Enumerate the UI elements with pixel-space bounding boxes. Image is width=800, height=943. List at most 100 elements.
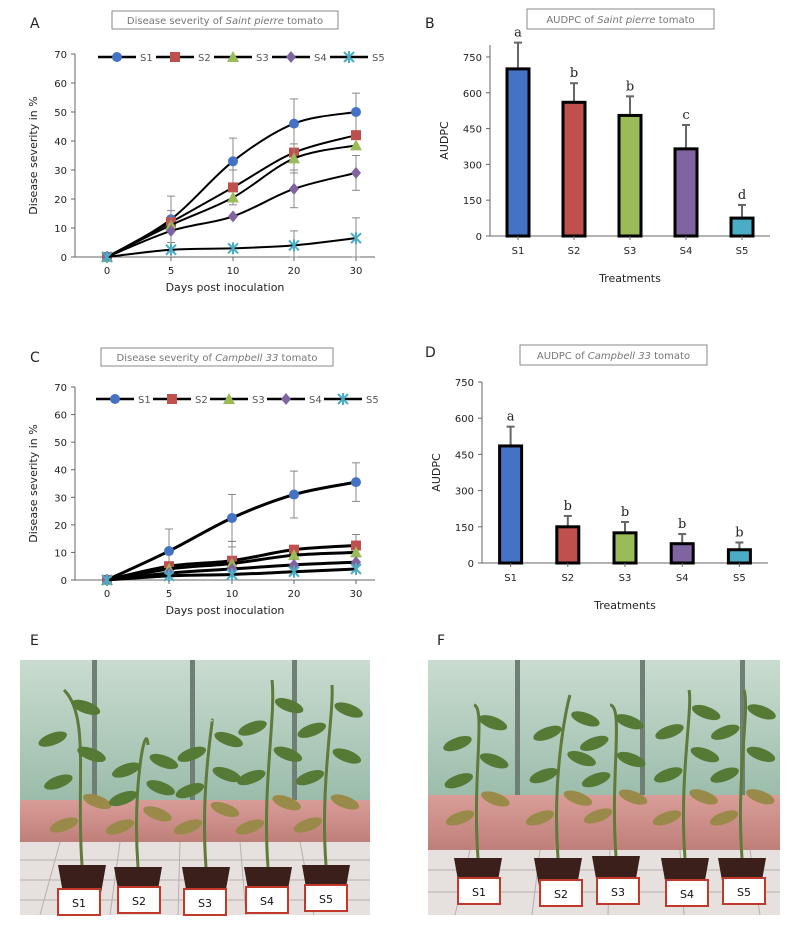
chart-b-y-axis-label: AUDPC: [438, 121, 451, 160]
chart-a-y-tick-label: 0: [61, 253, 67, 264]
plant-leaf: [38, 731, 67, 747]
chart-c-title: Disease severity of Campbell 33 tomato: [117, 353, 318, 364]
plant-leaf: [583, 808, 613, 824]
plant-leaf: [112, 762, 141, 778]
chart-b-title: AUDPC of Saint pierre tomato: [546, 15, 694, 26]
chart-a-disease-severity-saint-pierre: Disease severity of Saint pierre tomato 0…: [27, 10, 385, 294]
chart-a-series-s5: [101, 217, 362, 263]
pot-label-box-f-1: [457, 877, 501, 905]
plant-stem: [473, 703, 481, 859]
chart-d-bar-s4: [669, 542, 695, 565]
chart-c-x-tick-label: 5: [166, 589, 172, 600]
chart-b-y-tick-label: 300: [463, 160, 482, 171]
plant-pot: [58, 865, 106, 893]
chart-a-x-tick-label: 10: [227, 266, 240, 277]
chart-d-x-axis-label: Treatments: [593, 599, 656, 612]
chart-b-x-tick-label: S4: [680, 246, 693, 257]
plant-leaf: [655, 724, 684, 740]
chart-d-y-tick-label: 150: [455, 523, 474, 534]
panel-letter-b: B: [425, 16, 435, 32]
chart-c-legend-label: S3: [252, 395, 265, 406]
chart-c-y-axis-label: Disease severity in %: [27, 424, 40, 542]
plant-leaf: [689, 789, 718, 805]
pot-label-e-4: S4: [260, 895, 274, 908]
plant-leaf: [334, 702, 363, 718]
pot-label-e-5: S5: [319, 893, 333, 906]
panel-letter-f: F: [437, 633, 445, 649]
pot-label-box-e-1: [57, 888, 101, 916]
plant-stem: [555, 694, 572, 859]
plant-leaf: [691, 704, 721, 721]
chart-c-point-s3: [350, 546, 362, 558]
chart-b-bar-s5: [729, 216, 755, 238]
chart-c-y-tick-label: 50: [54, 438, 67, 449]
chart-c-legend-label: S2: [195, 395, 208, 406]
chart-c-y-tick-label: 0: [61, 576, 67, 587]
plant-stem: [203, 718, 214, 868]
chart-a-legend-label: S2: [198, 53, 211, 64]
chart-c-legend-marker-s4: [281, 393, 291, 405]
plant-leaf: [618, 789, 648, 805]
panel-letter-c: C: [30, 350, 40, 366]
chart-c-point-s5: [288, 565, 300, 578]
chart-a-point-s4: [228, 210, 238, 223]
panel-letter-d: D: [425, 345, 436, 361]
plant-leaf: [212, 766, 242, 783]
chart-a-y-tick-label: 40: [54, 137, 67, 148]
chart-c-legend-label: S5: [366, 395, 379, 406]
chart-b-title-box: [526, 8, 715, 30]
chart-c-series-s1: [102, 462, 361, 585]
chart-a-legend-label: S4: [314, 53, 327, 64]
plant-f-5: [709, 689, 776, 886]
plant-e-5: [293, 684, 363, 893]
plant-leaf: [579, 735, 609, 751]
pot-label-f-5: S5: [737, 886, 751, 899]
chart-d-sig-letter-s5: b: [735, 525, 743, 540]
chart-a-legend: S1 S2 S3 S4 S5: [98, 51, 385, 64]
chart-c-legend-label: S4: [309, 395, 322, 406]
plant-leaf: [581, 772, 611, 788]
chart-b-x-tick-label: S1: [512, 246, 525, 257]
chart-d-bar-s1: [498, 444, 524, 565]
panel-letter-a: A: [30, 16, 40, 32]
plant-leaf: [746, 746, 776, 762]
chart-a-point-s1: [351, 107, 361, 117]
chart-d-y-axis-label: AUDPC: [430, 453, 443, 492]
plant-leaf: [332, 748, 362, 764]
plant-leaf: [445, 810, 475, 826]
chart-c-x-tick-label: 20: [288, 589, 301, 600]
chart-a-y-tick-label: 10: [54, 224, 67, 235]
plant-leaf: [210, 801, 240, 818]
chart-d-y-tick-label: 450: [455, 450, 474, 461]
chart-c-point-s2: [351, 540, 361, 551]
chart-a-x-tick-label: 20: [288, 266, 301, 277]
chart-b-sig-letter-s5: d: [738, 188, 746, 203]
chart-c-x-axis-label: Days post inoculation: [166, 604, 285, 617]
pot-label-box-f-3: [596, 877, 640, 905]
plant-leaf: [563, 790, 593, 806]
plant-leaf: [529, 768, 559, 784]
chart-d-y-tick-label: 750: [455, 378, 474, 389]
chart-c-point-s5: [226, 568, 238, 581]
plant-leaf: [443, 735, 472, 752]
chart-c-y-tick-label: 20: [54, 521, 67, 532]
plant-stem: [265, 679, 275, 868]
chart-b-x-tick-label: S2: [568, 246, 581, 257]
chart-b-y-tick-label: 0: [476, 232, 482, 243]
plant-e-1: [38, 688, 112, 893]
plant-leaf: [238, 720, 267, 736]
chart-b-audpc-saint-pierre: AUDPC of Saint pierre tomato 0 150 300 450 60…: [438, 8, 770, 285]
chart-d-sig-letter-s4: b: [678, 517, 686, 532]
chart-a-point-s5: [227, 242, 239, 255]
chart-c-x-tick-label: 30: [350, 589, 363, 600]
plant-leaf: [567, 750, 596, 767]
chart-a-y-tick-label: 70: [54, 50, 67, 61]
chart-b-sig-letter-s3: b: [626, 79, 634, 94]
chart-d-sig-letter-s2: b: [564, 499, 572, 514]
plant-leaf: [77, 746, 106, 763]
plant-leaf: [652, 810, 682, 826]
chart-b-y-tick-label: 600: [463, 89, 482, 100]
chart-c-legend-marker-s2: [167, 394, 177, 404]
pot-label-box-e-5: [304, 884, 348, 912]
